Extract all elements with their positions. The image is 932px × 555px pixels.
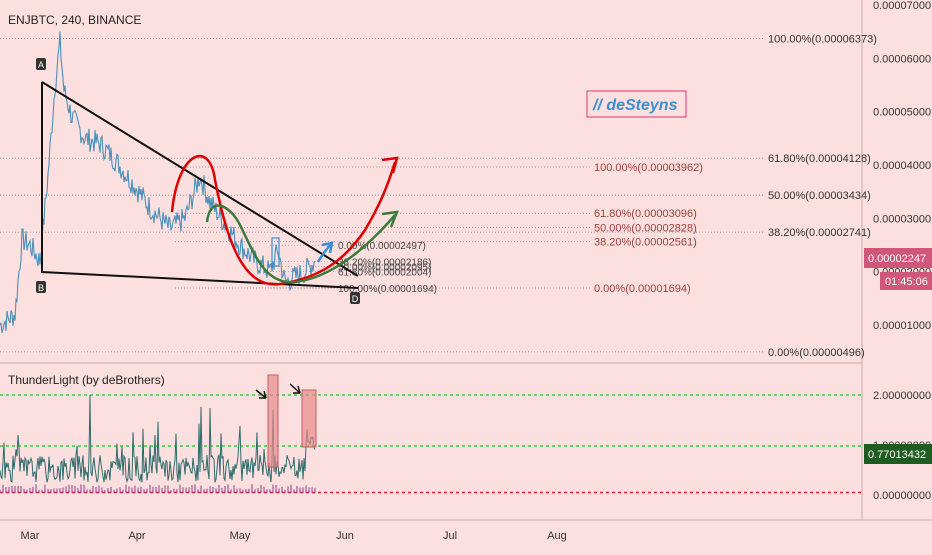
blue-arrow-head bbox=[321, 241, 334, 254]
countdown-value: 01:45:06 bbox=[885, 276, 928, 288]
current-price-badge bbox=[864, 248, 932, 268]
indicator-tick-label: 0.00000000 bbox=[873, 490, 931, 502]
fib-big-label: 100.00%(0.00006373) bbox=[768, 33, 877, 45]
fib-mid-label: 100.00%(0.00003962) bbox=[594, 162, 703, 174]
price-series-line bbox=[0, 31, 316, 333]
fib-small-label: 50.00%(0.00002095) bbox=[338, 263, 431, 274]
price-tick-label: 0.00006000 bbox=[873, 53, 931, 65]
green-projection-curve bbox=[205, 204, 396, 284]
pattern-point-label: B bbox=[38, 283, 44, 293]
indicator-layer bbox=[0, 374, 862, 494]
indicator-highlight-box bbox=[267, 374, 279, 468]
fib-big-label: 61.80%(0.00004128) bbox=[768, 153, 871, 165]
fib-small-label: 61.80%(0.00002004) bbox=[338, 267, 431, 278]
indicator-current-value: 0.77013432 bbox=[868, 449, 926, 461]
month-tick-label: Apr bbox=[128, 530, 145, 542]
pattern-point-marker bbox=[36, 281, 46, 293]
current-price-value: 0.00002247 bbox=[868, 253, 926, 265]
pattern-point-marker bbox=[350, 292, 360, 304]
pattern-upper-line bbox=[41, 81, 359, 277]
highlight-box bbox=[271, 237, 280, 267]
drawings-layer: A B D bbox=[36, 58, 399, 304]
indicator-highlight-box bbox=[301, 389, 317, 448]
month-tick-label: Aug bbox=[547, 530, 567, 542]
countdown-badge bbox=[880, 272, 932, 290]
red-arrow-head bbox=[381, 156, 399, 174]
price-tick-label: 0.00001000 bbox=[873, 320, 931, 332]
fib-big-label: 50.00%(0.00003434) bbox=[768, 190, 871, 202]
indicator-series-line bbox=[0, 394, 316, 484]
fib-mid-label: 61.80%(0.00003096) bbox=[594, 208, 697, 220]
price-tick-label: 0.00004000 bbox=[873, 160, 931, 172]
month-tick-label: Mar bbox=[21, 530, 40, 542]
fib-mid-label: 38.20%(0.00002561) bbox=[594, 237, 697, 249]
fib-small-label: 100.00%(0.00001694) bbox=[338, 284, 437, 295]
indicator-value-badge bbox=[864, 444, 932, 464]
fib-big-label: 38.20%(0.00002741) bbox=[768, 227, 871, 239]
month-tick-label: Jun bbox=[336, 530, 354, 542]
green-arrow-head bbox=[381, 210, 399, 228]
indicator-arrow bbox=[255, 389, 267, 399]
indicator-label: ThunderLight (by deBrothers) bbox=[8, 373, 165, 387]
price-tick-label: 0.00007000 bbox=[873, 0, 931, 12]
indicator-tick-label: 2.00000000 bbox=[873, 390, 931, 402]
indicator-arrow bbox=[289, 383, 301, 394]
blue-arrow-line bbox=[316, 244, 331, 263]
fib-mid-label: 50.00%(0.00002828) bbox=[594, 223, 697, 235]
price-tick-label: 0.00005000 bbox=[873, 107, 931, 119]
price-tick-label: 0.00003000 bbox=[873, 213, 931, 225]
fib-big-label: 0.00%(0.00000496) bbox=[768, 347, 865, 359]
watermark-text: // deSteyns bbox=[592, 97, 678, 114]
pattern-point-label: D bbox=[352, 294, 359, 304]
fib-small-label: 38.20%(0.00002186) bbox=[338, 258, 431, 269]
fib-mid-label: 0.00%(0.00001694) bbox=[594, 283, 691, 295]
pattern-point-marker bbox=[36, 58, 46, 70]
month-tick-label: Jul bbox=[443, 530, 457, 542]
red-projection-curve bbox=[170, 154, 397, 286]
symbol-header: ENJBTC, 240, BINANCE bbox=[8, 13, 141, 27]
month-tick-label: May bbox=[230, 530, 251, 542]
watermark-box bbox=[586, 90, 687, 118]
fib-small-label: 0.00%(0.00002497) bbox=[338, 241, 426, 252]
pattern-point-label: A bbox=[38, 60, 44, 70]
fib-layer: 100.00%(0.00006373) 61.80%(0.00004128) 50.… bbox=[0, 33, 877, 359]
price-layer bbox=[0, 31, 316, 333]
